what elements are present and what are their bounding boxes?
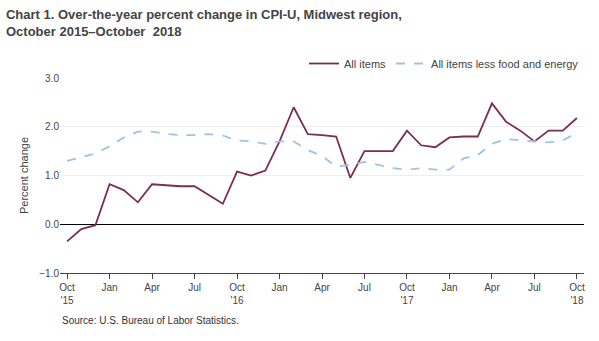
svg-text:Jan: Jan — [441, 282, 457, 293]
svg-text:Percent change: Percent change — [18, 137, 30, 214]
svg-text:Oct'16: Oct'16 — [229, 282, 245, 306]
svg-text:1.0: 1.0 — [45, 170, 59, 181]
svg-text:Jul: Jul — [528, 282, 541, 293]
svg-text:0.0: 0.0 — [45, 219, 59, 230]
svg-text:All items: All items — [344, 58, 386, 70]
svg-text:Jan: Jan — [102, 282, 118, 293]
svg-text:Jul: Jul — [358, 282, 371, 293]
svg-text:3.0: 3.0 — [45, 73, 59, 84]
svg-text:All items less food and energy: All items less food and energy — [431, 58, 578, 70]
svg-text:2.0: 2.0 — [45, 121, 59, 132]
svg-text:Chart 1. Over-the-year percent: Chart 1. Over-the-year percent change in… — [6, 7, 402, 39]
svg-text:Apr: Apr — [314, 282, 330, 293]
svg-text:Source: U.S. Bureau of Labor S: Source: U.S. Bureau of Labor Statistics. — [62, 315, 239, 326]
svg-text:Apr: Apr — [484, 282, 500, 293]
svg-text:Jul: Jul — [188, 282, 201, 293]
svg-text:−1.0: −1.0 — [39, 268, 59, 279]
svg-text:Oct'15: Oct'15 — [59, 282, 75, 306]
svg-text:Oct'18: Oct'18 — [569, 282, 585, 306]
svg-text:Apr: Apr — [144, 282, 160, 293]
svg-text:Oct'17: Oct'17 — [399, 282, 415, 306]
svg-text:Jan: Jan — [271, 282, 287, 293]
